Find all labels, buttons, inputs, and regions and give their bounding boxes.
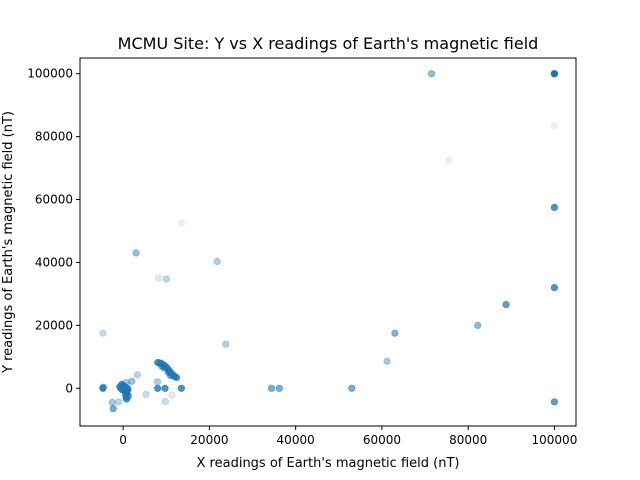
- y-tick-label: 20000: [35, 318, 73, 332]
- data-point: [99, 329, 107, 337]
- data-point: [108, 398, 116, 406]
- y-tick-label: 80000: [35, 130, 73, 144]
- data-point: [154, 384, 162, 392]
- data-point: [116, 383, 124, 391]
- data-point: [427, 70, 436, 78]
- x-tick-label: 20000: [190, 433, 228, 447]
- data-point: [162, 275, 170, 283]
- data-point: [161, 397, 169, 406]
- data-point: [550, 398, 559, 406]
- x-axis-label: X readings of Earth's magnetic field (nT…: [197, 456, 460, 471]
- data-point: [177, 384, 185, 392]
- data-point: [160, 364, 168, 372]
- x-tick-label: 0: [119, 433, 127, 447]
- data-point: [122, 378, 130, 387]
- plot-frame: [79, 57, 577, 427]
- data-point: [128, 377, 136, 385]
- data-point: [124, 392, 132, 400]
- data-point: [267, 384, 276, 392]
- data-point: [348, 384, 356, 392]
- points-layer: [99, 70, 559, 413]
- data-point: [502, 300, 510, 309]
- data-point: [161, 384, 169, 392]
- data-point: [154, 378, 162, 386]
- data-point: [550, 70, 559, 78]
- y-axis: 0 20000 40000 60000 80000 100000: [27, 67, 80, 395]
- x-tick-label: 100000: [532, 433, 578, 447]
- data-point: [115, 398, 123, 406]
- data-point: [142, 390, 150, 399]
- data-point: [168, 391, 176, 399]
- data-point: [391, 329, 399, 337]
- data-point: [213, 257, 221, 266]
- data-point: [550, 122, 559, 130]
- data-point: [99, 383, 107, 391]
- data-point: [154, 274, 163, 282]
- y-tick-label: 60000: [35, 193, 73, 207]
- data-point: [173, 373, 181, 382]
- data-point: [177, 219, 185, 227]
- data-point: [383, 357, 391, 365]
- y-tick-label: 40000: [35, 255, 73, 269]
- data-point: [550, 203, 559, 211]
- y-axis-label: Y readings of Earth's magnetic field (nT…: [1, 111, 16, 374]
- data-point: [132, 249, 140, 257]
- data-point: [275, 384, 283, 392]
- data-point: [133, 371, 141, 379]
- data-point: [550, 283, 559, 292]
- y-tick-label: 0: [65, 381, 73, 395]
- data-point: [167, 372, 175, 380]
- y-tick-label: 100000: [27, 67, 73, 81]
- x-tick-label: 80000: [449, 433, 487, 447]
- data-point: [445, 156, 453, 164]
- data-point: [474, 321, 482, 329]
- data-point: [222, 340, 230, 348]
- x-axis: 0 20000 40000 60000 80000 100000: [119, 426, 577, 447]
- chart-title: MCMU Site: Y vs X readings of Earth's ma…: [118, 34, 539, 53]
- x-tick-label: 40000: [277, 433, 315, 447]
- data-point: [109, 405, 117, 413]
- x-tick-label: 60000: [363, 433, 401, 447]
